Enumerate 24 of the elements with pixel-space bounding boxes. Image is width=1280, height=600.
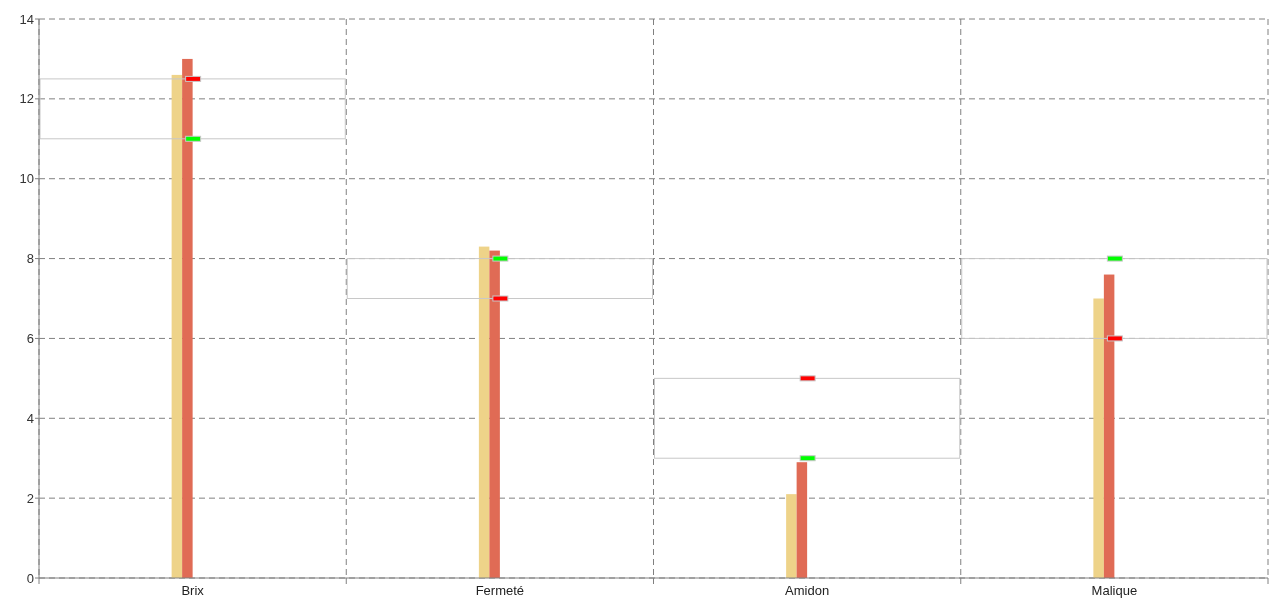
- bar: [171, 74, 183, 578]
- y-tick-label: 0: [26, 570, 34, 586]
- bar: [1103, 274, 1115, 578]
- bar: [1093, 298, 1104, 578]
- x-tick-label: Fermeté: [475, 583, 525, 598]
- x-tick-label: Malique: [1091, 583, 1138, 598]
- bar: [39, 78, 346, 140]
- bar: [786, 494, 797, 578]
- y-tick-label: 14: [19, 11, 34, 27]
- y-tick-label: 8: [26, 251, 34, 267]
- y-tick-label: 10: [19, 171, 34, 187]
- x-tick-label: Amidon: [785, 583, 830, 598]
- y-tick-label: 4: [26, 410, 34, 426]
- bar: [182, 58, 193, 578]
- bar: [654, 377, 961, 459]
- bar: [478, 246, 490, 578]
- bar: [346, 258, 653, 299]
- y-tick-label: 6: [26, 330, 34, 346]
- x-tick-label: Brix: [181, 583, 205, 598]
- y-tick-label: 2: [26, 490, 34, 506]
- bar: [796, 462, 808, 578]
- bar: [489, 250, 500, 578]
- y-tick-label: 12: [19, 91, 34, 107]
- bar: [961, 258, 1268, 339]
